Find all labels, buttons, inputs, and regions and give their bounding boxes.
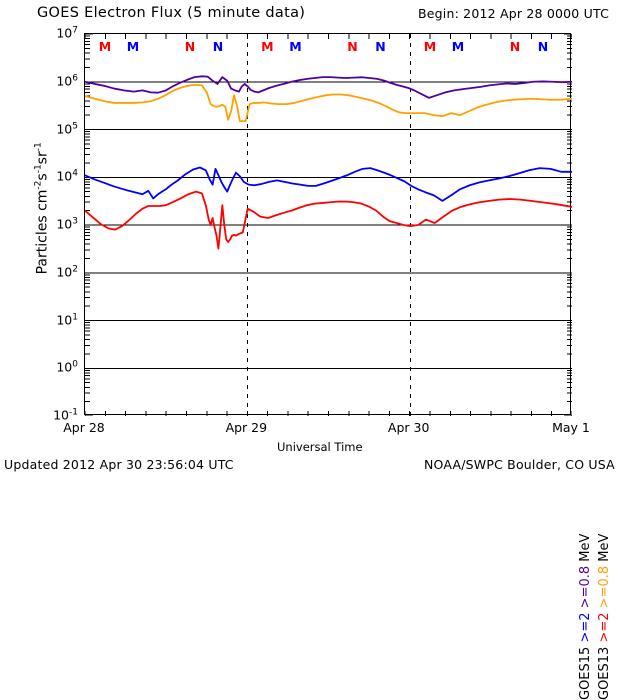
flare-flag-m: M: [261, 39, 274, 54]
y-axis-tick-labels: 107 106 105 104 103 102 101 100 10-1: [0, 25, 82, 422]
legend-column-goes15: GOES15 >=2 >=0.8 MeV: [578, 130, 595, 700]
y-tick-label: 103: [56, 216, 78, 232]
flare-flag-m: M: [126, 39, 140, 54]
x-axis-tick-labels: Apr 28 Apr 29 Apr 30 May 1: [0, 420, 640, 438]
flare-flag-m: M: [289, 39, 302, 54]
flare-flag-n: N: [184, 39, 196, 54]
legend-channel-08mev: >=0.8: [597, 565, 612, 609]
x-tick-label: Apr 29: [225, 420, 268, 435]
flare-flag-m: M: [98, 39, 112, 54]
y-tick-label: 100: [56, 359, 78, 375]
flare-flag-n: N: [212, 39, 224, 54]
minor-ticks: [85, 34, 572, 416]
legend-channel-2mev: >=2: [597, 612, 612, 643]
y-tick-label: 10-1: [53, 407, 78, 423]
legend-unit: MeV: [578, 533, 593, 562]
y-tick-label: 105: [56, 120, 78, 137]
legend-channel-2mev: >=2: [578, 612, 593, 643]
y-tick-label: 101: [56, 311, 78, 328]
agency-credit: NOAA/SWPC Boulder, CO USA: [424, 457, 615, 472]
flare-flag-m: M: [451, 39, 465, 54]
chart-legend: GOES15 >=2 >=0.8 MeV GOES13 >=2 >=0.8 MeV: [578, 130, 640, 700]
legend-satellite: GOES15: [578, 646, 593, 700]
legend-satellite: GOES13: [597, 646, 612, 700]
chart-canvas: [85, 34, 572, 416]
flare-flag-n: N: [347, 39, 358, 54]
updated-timestamp: Updated 2012 Apr 30 23:56:04 UTC: [4, 457, 234, 472]
chart-plot-area: [84, 33, 572, 416]
legend-column-goes13: GOES13 >=2 >=0.8 MeV: [597, 130, 614, 700]
x-axis-label: Universal Time: [277, 440, 363, 454]
flare-flag-m: M: [423, 39, 437, 54]
x-tick-label: May 1: [552, 420, 590, 435]
flare-flag-n: N: [375, 39, 386, 54]
x-tick-label: Apr 28: [63, 420, 105, 435]
y-tick-label: 107: [56, 25, 78, 41]
page-title: GOES Electron Flux (5 minute data): [37, 5, 306, 21]
y-tick-label: 106: [56, 73, 78, 89]
legend-channel-08mev: >=0.8: [578, 565, 593, 609]
data-series: [85, 75, 572, 250]
begin-timestamp: Begin: 2012 Apr 28 0000 UTC: [418, 6, 610, 21]
legend-unit: MeV: [597, 533, 612, 562]
y-tick-label: 104: [56, 168, 78, 184]
x-tick-label: Apr 30: [387, 420, 430, 435]
flare-flag-n: N: [509, 39, 521, 54]
flare-flag-n: N: [537, 39, 549, 54]
y-tick-label: 102: [56, 264, 78, 280]
